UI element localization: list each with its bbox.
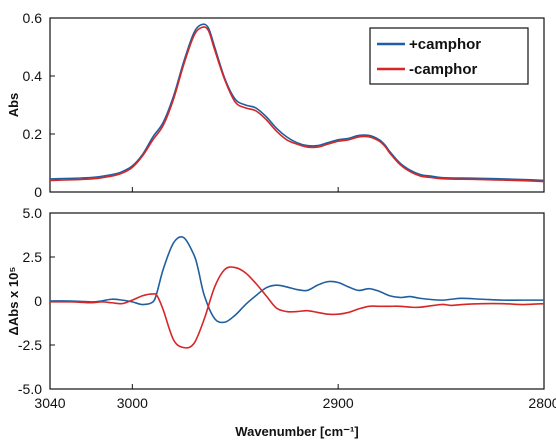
difference-series-minus-camphor [49,266,545,349]
y-tick-label: 0.2 [23,126,43,142]
absorbance-plot-frame [49,17,545,193]
y-tick-label: -5.0 [18,381,42,397]
absorbance-panel: 0 0.2 0.4 0.6 Abs +camphor -camphor [6,10,545,200]
y-tick-label: 0 [34,293,42,309]
legend-box [369,27,529,85]
x-tick-label: 3040 [34,395,65,411]
x-axis-label: Wavenumber [cm⁻¹] [235,424,358,439]
absorbance-series-minus-camphor [49,26,545,183]
y-tick-label: 2.5 [23,249,43,265]
y-tick-label: 5.0 [23,205,43,221]
absorbance-series-plus-camphor [49,23,545,182]
legend: +camphor -camphor [369,27,529,85]
y-tick-label: 0.4 [23,68,43,84]
absorbance-y-axis-label: Abs [6,93,21,118]
x-tick-label: 2900 [323,395,354,411]
difference-series-plus-camphor [49,236,544,324]
y-tick-label: -2.5 [18,337,42,353]
y-tick-label: 0.6 [23,10,43,26]
difference-panel: -5.0 -2.5 0 2.5 5.0 3040 3000 2900 2800 ΔAbs x … [6,205,556,439]
legend-label-plus-camphor: +camphor [409,36,481,53]
x-tick-label: 2800 [528,395,556,411]
legend-label-minus-camphor: -camphor [409,61,478,78]
x-tick-label: 3000 [117,395,148,411]
difference-y-axis-label: ΔAbs x 10⁵ [6,267,21,336]
y-tick-label: 0 [34,184,42,200]
